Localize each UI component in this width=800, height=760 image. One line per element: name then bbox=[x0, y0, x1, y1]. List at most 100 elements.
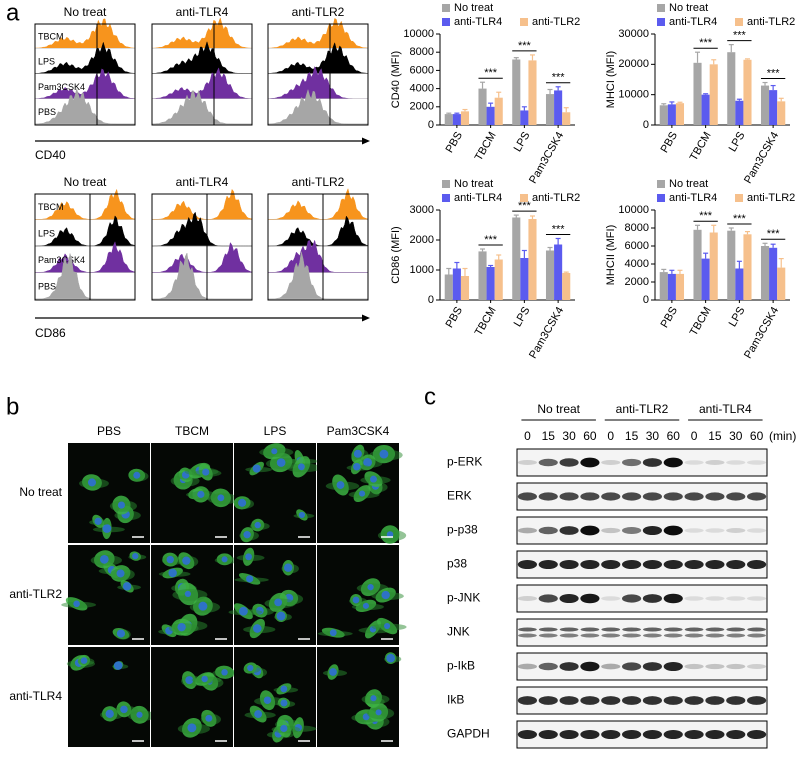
band bbox=[622, 559, 642, 570]
band bbox=[538, 696, 558, 705]
x-tick-label: LPS bbox=[512, 130, 533, 154]
blot-row-label: p-ERK bbox=[447, 455, 482, 469]
error-bar bbox=[661, 268, 667, 273]
bar bbox=[444, 274, 453, 300]
nucleus bbox=[352, 596, 360, 604]
band bbox=[559, 458, 579, 467]
legend-label: anti-TLR2 bbox=[747, 192, 795, 204]
blot-row-label: GAPDH bbox=[447, 727, 490, 741]
blot-strip bbox=[516, 448, 768, 477]
legend-swatch bbox=[442, 194, 450, 202]
band bbox=[705, 492, 725, 501]
y-tick-label: 20000 bbox=[618, 58, 649, 70]
band bbox=[726, 696, 746, 705]
time-label: 30 bbox=[562, 429, 576, 443]
y-axis-label: MHCI (MFI) bbox=[605, 51, 617, 108]
band bbox=[747, 492, 767, 501]
micro-row-label: No treat bbox=[19, 485, 62, 499]
x-tick-label: Pam3CSK4 bbox=[742, 130, 781, 186]
blot-strip bbox=[516, 550, 768, 579]
bar bbox=[528, 60, 537, 125]
nucleus bbox=[94, 517, 102, 525]
time-label: 30 bbox=[646, 429, 660, 443]
histogram bbox=[34, 68, 136, 99]
bar bbox=[452, 268, 461, 300]
bar bbox=[520, 110, 529, 125]
nucleus bbox=[370, 475, 377, 483]
band bbox=[643, 633, 662, 638]
error-bar bbox=[711, 59, 717, 65]
bar bbox=[701, 258, 710, 300]
x-tick-label: TBCM bbox=[473, 130, 499, 163]
nucleus bbox=[353, 462, 361, 471]
band bbox=[642, 458, 663, 467]
micro-column-header: LPS bbox=[264, 424, 287, 438]
band bbox=[559, 593, 579, 604]
x-tick-label: Pam3CSK4 bbox=[527, 130, 566, 186]
nucleus bbox=[243, 530, 251, 539]
band bbox=[601, 527, 621, 534]
bar bbox=[486, 267, 495, 300]
band bbox=[601, 729, 621, 740]
strip-bg bbox=[516, 516, 768, 545]
band bbox=[705, 627, 725, 632]
bar bbox=[709, 64, 718, 125]
band bbox=[684, 696, 704, 705]
band bbox=[517, 696, 538, 705]
nucleus bbox=[280, 699, 288, 707]
strip-bg bbox=[516, 482, 768, 511]
nucleus bbox=[166, 555, 174, 564]
time-label: 15 bbox=[708, 429, 722, 443]
strip-bg bbox=[516, 720, 768, 749]
nucleus bbox=[102, 524, 112, 533]
micrograph bbox=[317, 545, 407, 645]
error-bar bbox=[703, 252, 709, 259]
significance-label: *** bbox=[484, 234, 498, 246]
legend-label: anti-TLR4 bbox=[669, 16, 717, 28]
histogram bbox=[35, 215, 136, 247]
error-bar bbox=[677, 269, 683, 274]
band bbox=[705, 729, 725, 740]
band bbox=[517, 596, 538, 601]
y-tick-label: 6000 bbox=[410, 64, 434, 76]
significance-label: *** bbox=[733, 30, 747, 42]
band bbox=[517, 663, 538, 670]
blot-strip bbox=[516, 618, 768, 647]
histogram-frame bbox=[34, 193, 136, 301]
bar bbox=[667, 104, 676, 125]
band bbox=[726, 528, 746, 533]
legend-swatch bbox=[520, 194, 528, 202]
band bbox=[559, 492, 579, 501]
error-bar bbox=[488, 102, 494, 107]
band bbox=[726, 460, 746, 465]
error-bar bbox=[728, 44, 734, 53]
nucleus bbox=[87, 478, 96, 487]
legend-label: anti-TLR2 bbox=[532, 16, 580, 28]
panel-label: b bbox=[6, 393, 19, 420]
bar bbox=[554, 90, 563, 125]
band bbox=[705, 460, 725, 465]
flow-axis-label: CD40 bbox=[35, 148, 66, 162]
band bbox=[726, 559, 746, 570]
bar bbox=[494, 97, 503, 125]
nucleus bbox=[280, 724, 288, 733]
blot-strip bbox=[516, 584, 768, 613]
bar bbox=[735, 268, 744, 300]
nucleus bbox=[329, 668, 337, 676]
bar bbox=[562, 273, 571, 300]
histogram bbox=[152, 188, 253, 220]
band bbox=[684, 627, 704, 632]
blot-row-label: p-JNK bbox=[447, 591, 480, 605]
micrograph bbox=[228, 545, 316, 645]
error-bar bbox=[736, 98, 742, 101]
significance-label: *** bbox=[518, 40, 532, 52]
error-bar bbox=[762, 242, 768, 246]
time-label: 0 bbox=[691, 429, 698, 443]
blot-strip bbox=[516, 720, 768, 749]
y-tick-label: 8000 bbox=[410, 46, 434, 58]
band bbox=[747, 729, 767, 740]
band bbox=[622, 696, 642, 705]
group-label: No treat bbox=[537, 402, 580, 416]
flow-column-header: anti-TLR2 bbox=[292, 5, 345, 19]
